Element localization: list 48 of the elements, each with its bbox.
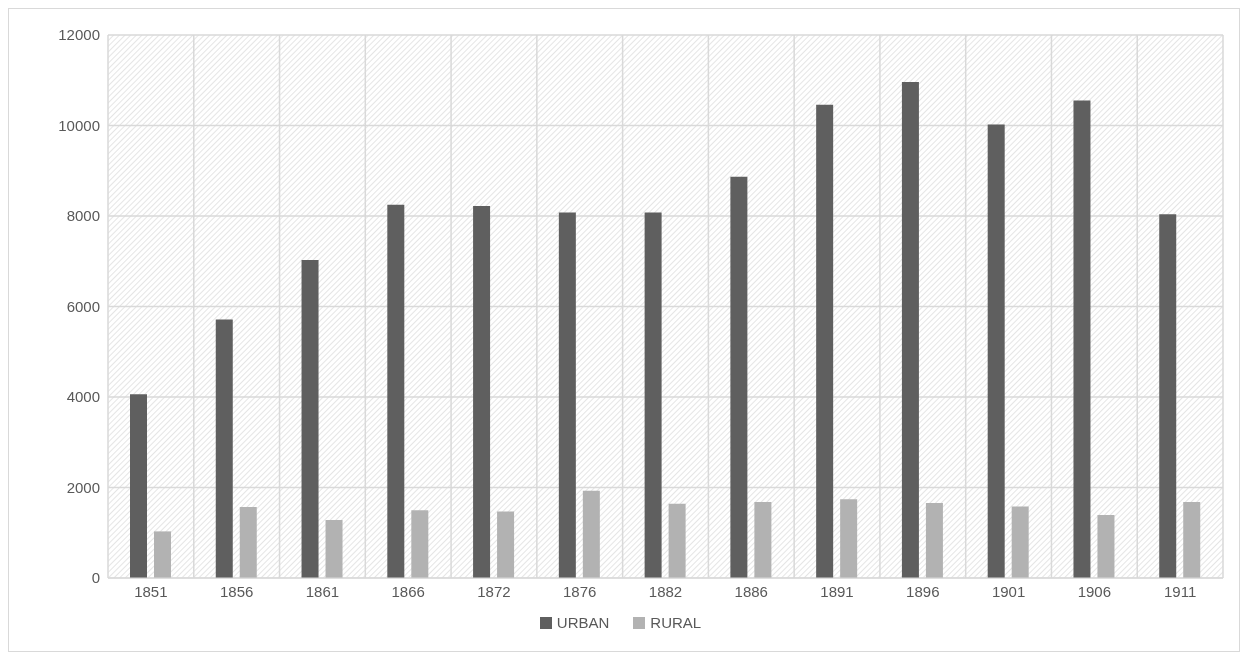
bar [730,176,748,578]
x-tick-label: 1896 [906,582,940,600]
bar [215,319,233,578]
legend-label: URBAN [555,614,610,631]
x-tick-label: 1882 [648,582,683,600]
x-tick-label: 1872 [477,582,511,600]
x-tick-label: 1851 [134,582,168,600]
bar [644,212,662,578]
x-tick-label: 1891 [820,582,854,600]
y-tick-label: 12000 [58,26,100,44]
bar [1159,214,1177,578]
bar [668,503,686,578]
bar [1183,501,1201,578]
bar [130,394,147,578]
bar [816,104,834,578]
x-tick-label: 1876 [563,582,597,600]
bar [840,499,858,578]
bar [239,506,257,578]
bar [582,490,600,578]
x-tick-label: 1906 [1077,582,1112,600]
bar [1073,100,1091,578]
bar [325,520,343,578]
bar [558,212,576,578]
x-tick-label: 1911 [1163,582,1197,600]
bar [901,82,919,578]
x-tick-label: 1866 [391,582,425,600]
bar [1097,515,1115,578]
bar [497,511,515,578]
y-tick-label: 0 [91,569,100,587]
y-tick-label: 10000 [58,116,100,134]
bar [473,206,491,578]
x-tick-label: 1901 [991,582,1026,600]
x-tick-label: 1886 [734,582,768,600]
bar [987,124,1005,578]
bar [925,502,943,578]
bar [301,259,319,578]
x-tick-label: 1856 [219,582,254,600]
x-tick-label: 1861 [305,582,340,600]
y-tick-label: 6000 [66,297,100,315]
bar [754,501,772,578]
y-tick-label: 8000 [66,207,100,225]
bar [1011,506,1029,578]
bar [387,204,405,578]
y-tick-label: 2000 [66,478,100,496]
legend-label: RURAL [649,614,702,631]
bar [411,510,429,578]
bar [154,531,171,578]
y-tick-label: 4000 [66,388,100,406]
